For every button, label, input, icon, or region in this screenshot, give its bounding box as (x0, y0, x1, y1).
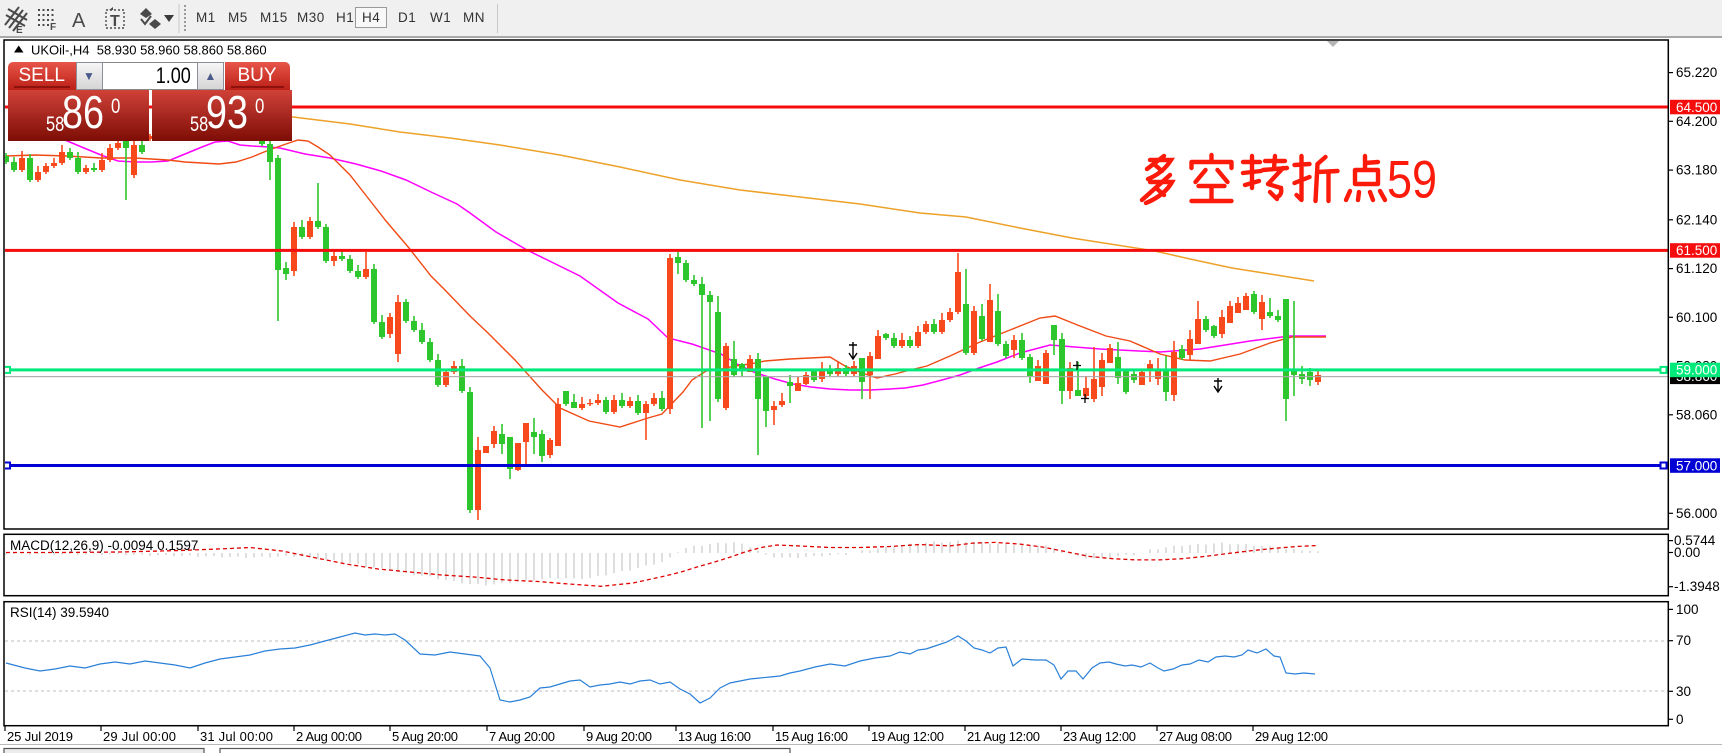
svg-text:21 Aug 12:00: 21 Aug 12:00 (967, 729, 1040, 744)
svg-text:0: 0 (1676, 712, 1684, 727)
svg-text:61.500: 61.500 (1676, 243, 1717, 258)
svg-text:23 Aug 12:00: 23 Aug 12:00 (1063, 729, 1136, 744)
svg-text:9 Aug 20:00: 9 Aug 20:00 (586, 729, 652, 744)
svg-text:59: 59 (1387, 150, 1437, 209)
svg-text:29 Jul 00:00: 29 Jul 00:00 (103, 729, 176, 744)
svg-text:57.000: 57.000 (1676, 458, 1717, 473)
svg-text:56.000: 56.000 (1676, 506, 1717, 521)
svg-text:30: 30 (1676, 684, 1691, 699)
svg-text:58.060: 58.060 (1676, 407, 1717, 422)
svg-text:27 Aug 08:00: 27 Aug 08:00 (1159, 729, 1232, 744)
svg-text:0.5744: 0.5744 (1674, 533, 1716, 548)
svg-text:60.100: 60.100 (1676, 310, 1717, 325)
svg-text:25 Jul 2019: 25 Jul 2019 (7, 729, 73, 744)
svg-text:0.00: 0.00 (1674, 545, 1700, 560)
svg-text:MACD(12,26,9) -0.0094 0.1597: MACD(12,26,9) -0.0094 0.1597 (10, 538, 198, 553)
svg-text:T: T (110, 13, 120, 30)
svg-text:65.220: 65.220 (1676, 65, 1717, 80)
svg-text:100: 100 (1676, 602, 1699, 617)
svg-text:19 Aug 12:00: 19 Aug 12:00 (871, 729, 944, 744)
svg-text:29 Aug 12:00: 29 Aug 12:00 (1255, 729, 1328, 744)
svg-text:RSI(14) 39.5940: RSI(14) 39.5940 (10, 605, 109, 620)
svg-text:31 Jul 00:00: 31 Jul 00:00 (200, 729, 273, 744)
svg-text:70: 70 (1676, 633, 1691, 648)
svg-text:64.500: 64.500 (1676, 100, 1717, 115)
svg-text:UKOil-,H4 58.930 58.960 58.86: UKOil-,H4 58.930 58.960 58.860 58.860 (31, 43, 267, 58)
svg-text:63.180: 63.180 (1676, 163, 1717, 178)
svg-text:64.200: 64.200 (1676, 114, 1717, 129)
svg-text:59.000: 59.000 (1676, 363, 1717, 378)
svg-text:A: A (72, 10, 86, 32)
svg-text:7 Aug 20:00: 7 Aug 20:00 (489, 729, 555, 744)
svg-text:-1.3948: -1.3948 (1674, 579, 1720, 594)
svg-text:2 Aug 00:00: 2 Aug 00:00 (296, 729, 362, 744)
svg-text:15 Aug 16:00: 15 Aug 16:00 (775, 729, 848, 744)
svg-text:F: F (50, 22, 56, 33)
svg-text:13 Aug 16:00: 13 Aug 16:00 (678, 729, 751, 744)
svg-text:5 Aug 20:00: 5 Aug 20:00 (392, 729, 458, 744)
svg-text:62.140: 62.140 (1676, 212, 1717, 227)
svg-text:E: E (16, 25, 23, 36)
svg-text:61.120: 61.120 (1676, 261, 1717, 276)
